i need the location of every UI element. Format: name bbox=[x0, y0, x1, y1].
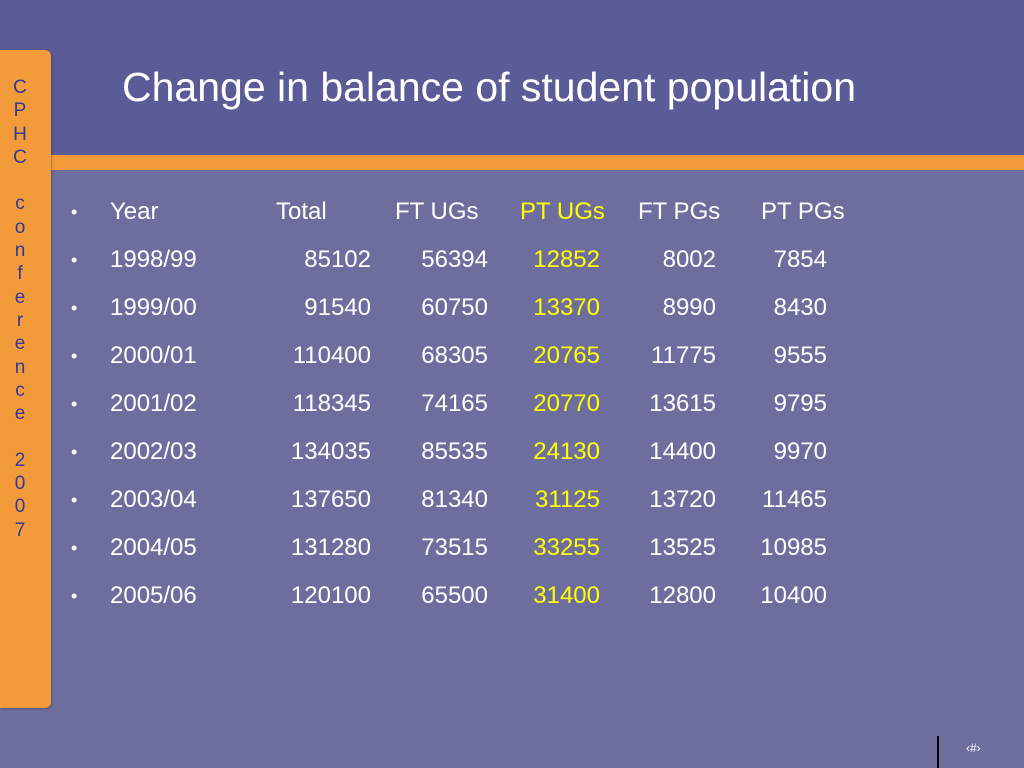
cell-pt-pgs: 11465 bbox=[762, 486, 827, 513]
table-row: • 1998/99 85102 56394 12852 8002 7854 bbox=[0, 236, 1024, 284]
cell-ft-pgs: 11775 bbox=[651, 342, 716, 369]
header-pt-ugs: PT UGs bbox=[520, 198, 605, 225]
side-letter: C bbox=[13, 77, 27, 98]
cell-ft-ugs: 73515 bbox=[421, 534, 488, 561]
slide-title: Change in balance of student population bbox=[122, 64, 857, 110]
side-letter: 0 bbox=[14, 473, 26, 495]
cell-pt-ugs: 24130 bbox=[533, 438, 600, 465]
cell-pt-ugs: 20765 bbox=[533, 342, 600, 369]
cell-year: 1999/00 bbox=[110, 294, 197, 321]
cell-year: 2004/05 bbox=[110, 534, 197, 561]
bullet: • bbox=[71, 490, 78, 510]
side-letter: C bbox=[13, 146, 27, 168]
cell-ft-pgs: 13615 bbox=[649, 390, 716, 417]
cell-pt-pgs: 9970 bbox=[773, 438, 827, 465]
cell-year: 2003/04 bbox=[110, 486, 197, 513]
bullet: • bbox=[71, 538, 78, 558]
side-letter: e bbox=[14, 403, 26, 425]
cell-total: 120100 bbox=[290, 582, 371, 609]
cell-ft-pgs: 14400 bbox=[649, 438, 716, 465]
side-letter: 2 bbox=[14, 449, 26, 471]
side-letter: H bbox=[13, 123, 27, 145]
side-letter: r bbox=[16, 309, 24, 331]
data-table: • Year Total FT UGs PT UGs FT PGs PT PGs… bbox=[0, 188, 1024, 620]
cell-year: 2005/06 bbox=[110, 582, 197, 609]
cell-ft-ugs: 65500 bbox=[421, 582, 488, 609]
side-label: C P H C c o n f e r e n c e 2 0 0 7 bbox=[0, 76, 40, 542]
side-letter: n bbox=[14, 240, 26, 262]
bullet: • bbox=[71, 394, 78, 414]
header-pt-pgs: PT PGs bbox=[761, 198, 845, 225]
page-number: ‹#› bbox=[966, 741, 981, 755]
cell-ft-ugs: 74165 bbox=[421, 390, 488, 417]
table-row: • 2004/05 131280 73515 33255 13525 10985 bbox=[0, 524, 1024, 572]
cell-pt-pgs: 9795 bbox=[773, 390, 827, 417]
side-letter: 7 bbox=[14, 519, 26, 541]
table-row: • 2005/06 120100 65500 31400 12800 10400 bbox=[0, 572, 1024, 620]
side-letter: c bbox=[15, 193, 25, 215]
cell-pt-pgs: 10985 bbox=[760, 534, 827, 561]
header-year: Year bbox=[110, 198, 159, 225]
cell-ft-pgs: 8990 bbox=[662, 294, 716, 321]
table-row: • 2000/01 110400 68305 20765 11775 9555 bbox=[0, 332, 1024, 380]
cell-ft-pgs: 13525 bbox=[649, 534, 716, 561]
side-letter: n bbox=[14, 356, 26, 378]
cell-ft-ugs: 81340 bbox=[421, 486, 488, 513]
cell-total: 91540 bbox=[304, 294, 371, 321]
header-ft-pgs: FT PGs bbox=[638, 198, 721, 225]
cell-pt-ugs: 12852 bbox=[533, 246, 600, 273]
side-letter: f bbox=[17, 263, 23, 285]
cell-year: 1998/99 bbox=[110, 246, 197, 273]
bullet: • bbox=[71, 298, 78, 318]
title-band bbox=[0, 0, 1024, 155]
cell-year: 2000/01 bbox=[110, 342, 197, 369]
cell-ft-pgs: 13720 bbox=[649, 486, 716, 513]
cell-ft-pgs: 8002 bbox=[662, 246, 716, 273]
cell-pt-ugs: 31400 bbox=[533, 582, 600, 609]
table-row: • 2002/03 134035 85535 24130 14400 9970 bbox=[0, 428, 1024, 476]
cell-ft-ugs: 85535 bbox=[421, 438, 488, 465]
cell-total: 134035 bbox=[290, 438, 371, 465]
cell-pt-ugs: 33255 bbox=[533, 534, 600, 561]
footer-divider bbox=[937, 736, 939, 768]
bullet: • bbox=[71, 202, 78, 222]
bullet: • bbox=[71, 442, 78, 462]
bullet: • bbox=[71, 250, 78, 270]
cell-ft-ugs: 60750 bbox=[421, 294, 488, 321]
cell-pt-ugs: 20770 bbox=[533, 390, 600, 417]
cell-pt-pgs: 7854 bbox=[773, 246, 827, 273]
cell-pt-ugs: 31125 bbox=[535, 486, 600, 513]
cell-pt-ugs: 13370 bbox=[533, 294, 600, 321]
side-tab bbox=[0, 50, 51, 708]
side-letter: c bbox=[15, 379, 25, 401]
header-ft-ugs: FT UGs bbox=[395, 198, 479, 225]
cell-ft-ugs: 68305 bbox=[421, 342, 488, 369]
cell-total: 118345 bbox=[292, 390, 371, 417]
cell-ft-ugs: 56394 bbox=[421, 246, 488, 273]
cell-year: 2001/02 bbox=[110, 390, 197, 417]
cell-year: 2002/03 bbox=[110, 438, 197, 465]
cell-total: 110400 bbox=[292, 342, 371, 369]
cell-total: 137650 bbox=[290, 486, 371, 513]
cell-total: 131280 bbox=[290, 534, 371, 561]
cell-ft-pgs: 12800 bbox=[649, 582, 716, 609]
cell-pt-pgs: 10400 bbox=[760, 582, 827, 609]
table-row: • 1999/00 91540 60750 13370 8990 8430 bbox=[0, 284, 1024, 332]
bullet: • bbox=[71, 586, 78, 606]
side-letter: e bbox=[14, 333, 26, 355]
side-letter: o bbox=[14, 216, 26, 238]
cell-pt-pgs: 8430 bbox=[773, 294, 827, 321]
side-letter: 0 bbox=[14, 496, 26, 518]
side-letter: P bbox=[13, 100, 27, 122]
table-row: • 2001/02 118345 74165 20770 13615 9795 bbox=[0, 380, 1024, 428]
accent-divider bbox=[0, 155, 1024, 170]
cell-total: 85102 bbox=[304, 246, 371, 273]
bullet: • bbox=[71, 346, 78, 366]
table-header-row: • Year Total FT UGs PT UGs FT PGs PT PGs bbox=[0, 188, 1024, 236]
side-letter: e bbox=[14, 286, 26, 308]
header-total: Total bbox=[276, 198, 327, 225]
table-row: • 2003/04 137650 81340 31125 13720 11465 bbox=[0, 476, 1024, 524]
cell-pt-pgs: 9555 bbox=[773, 342, 827, 369]
